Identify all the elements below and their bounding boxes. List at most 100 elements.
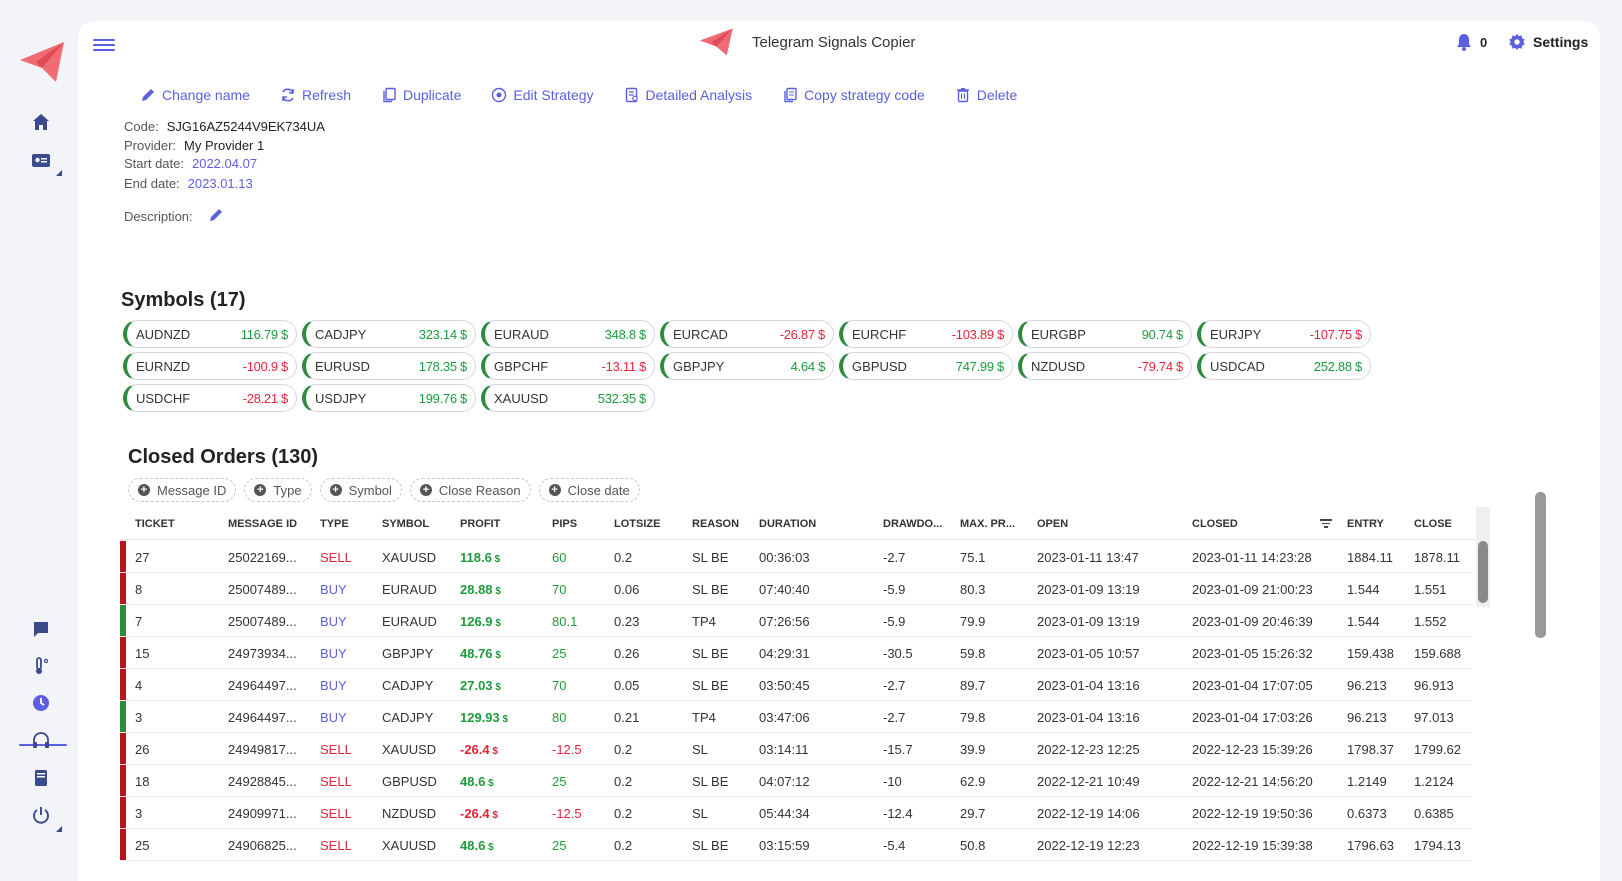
- column-header[interactable]: PROFIT: [460, 518, 501, 530]
- cell-profit: 118.6 $: [460, 550, 500, 565]
- column-header[interactable]: PIPS: [552, 518, 578, 530]
- cell-mp: 62.9: [960, 774, 986, 789]
- symbol-chip[interactable]: EURCAD -26.87 $: [660, 320, 834, 348]
- column-header[interactable]: REASON: [692, 518, 740, 530]
- symbol-chip[interactable]: AUDNZD 116.79 $: [123, 320, 297, 348]
- edit-strategy-button[interactable]: Edit Strategy: [491, 87, 594, 103]
- description-row: Description:: [124, 207, 224, 224]
- column-header[interactable]: LOTSIZE: [614, 518, 661, 530]
- copy-strategy-code-button[interactable]: Copy strategy code: [782, 87, 925, 103]
- column-header[interactable]: TYPE: [320, 518, 349, 530]
- refresh-button[interactable]: Refresh: [280, 87, 351, 103]
- temperature-icon[interactable]: [30, 655, 52, 677]
- power-icon[interactable]: [30, 804, 52, 826]
- column-header[interactable]: DRAWDO...: [883, 518, 943, 530]
- cell-closed: 2022-12-19 19:50:36: [1192, 806, 1313, 821]
- contact-card-icon[interactable]: [30, 149, 52, 171]
- symbol-chip[interactable]: USDJPY 199.76 $: [302, 384, 476, 412]
- filter-chip[interactable]: + Type: [244, 478, 312, 502]
- duplicate-button[interactable]: Duplicate: [381, 87, 461, 103]
- cell-symbol: EURAUD: [382, 582, 437, 597]
- cell-ticket: 26: [135, 742, 150, 757]
- table-row[interactable]: 18 24928845... SELL GBPUSD 48.6 $25 0.2 SL BE 0…: [120, 765, 1472, 797]
- filter-label: Type: [273, 482, 302, 498]
- cell-mp: 59.8: [960, 646, 986, 661]
- table-row[interactable]: 3 24964497... BUY CADJPY 129.93 $80 0.21 TP4 03…: [120, 701, 1472, 733]
- cell-msg: 24928845...: [228, 774, 297, 789]
- profit-value: 118.6: [460, 550, 492, 565]
- filter-chip[interactable]: + Message ID: [128, 478, 237, 502]
- result-indicator: [120, 733, 126, 764]
- clock-icon[interactable]: [30, 692, 52, 714]
- symbol-chip[interactable]: GBPCHF -13.11 $: [481, 352, 655, 380]
- symbol-chip[interactable]: USDCHF -28.21 $: [123, 384, 297, 412]
- cell-close: 97.013: [1414, 710, 1454, 725]
- filter-chip[interactable]: + Close Reason: [409, 478, 531, 502]
- symbol-chip[interactable]: GBPJPY 4.64 $: [660, 352, 834, 380]
- notifications-button[interactable]: 0: [1456, 33, 1487, 51]
- symbol-chip[interactable]: NZDUSD -79.74 $: [1018, 352, 1192, 380]
- telegram-logo-icon[interactable]: [18, 40, 68, 84]
- end-date[interactable]: 2023.01.13: [187, 176, 253, 191]
- column-header[interactable]: MAX. PR...: [960, 518, 1016, 530]
- symbol-chip[interactable]: XAUUSD 532.35 $: [481, 384, 655, 412]
- page-scrollbar[interactable]: [1535, 492, 1546, 638]
- chat-icon[interactable]: [30, 618, 52, 640]
- cell-dd: -15.7: [883, 742, 913, 757]
- symbol-profit: -100.9 $: [242, 358, 289, 374]
- filter-chip[interactable]: + Close date: [538, 478, 640, 502]
- symbol-name: GBPUSD: [852, 358, 907, 374]
- delete-button[interactable]: Delete: [955, 87, 1017, 103]
- table-row[interactable]: 26 24949817... SELL XAUUSD -26.4 $ -12.5 0.2 SL…: [120, 733, 1472, 765]
- symbol-name: EURNZD: [136, 358, 191, 374]
- cell-profit: -26.4 $: [460, 806, 498, 821]
- settings-button[interactable]: Settings: [1508, 33, 1588, 51]
- cell-duration: 03:14:11: [759, 742, 809, 757]
- filter-chip[interactable]: + Symbol: [319, 478, 402, 502]
- menu-icon[interactable]: [93, 36, 115, 54]
- column-header[interactable]: TICKET: [135, 518, 175, 530]
- book-icon[interactable]: [30, 767, 52, 789]
- symbol-name: NZDUSD: [1031, 358, 1086, 374]
- table-scrollbar-thumb[interactable]: [1478, 541, 1488, 603]
- column-header[interactable]: SYMBOL: [382, 518, 430, 530]
- table-row[interactable]: 3 24909971... SELL NZDUSD -26.4 $ -12.5 0.2 SL 0…: [120, 797, 1472, 829]
- table-row[interactable]: 27 25022169... SELL XAUUSD 118.6 $60 0.2 SL BE…: [120, 541, 1472, 573]
- symbol-chip[interactable]: EURAUD 348.8 $: [481, 320, 655, 348]
- symbol-profit: 532.35 $: [597, 390, 647, 406]
- column-header[interactable]: CLOSED: [1192, 518, 1238, 530]
- column-header[interactable]: ENTRY: [1347, 518, 1384, 530]
- column-header[interactable]: DURATION: [759, 518, 817, 530]
- symbol-chip[interactable]: EURCHF -103.89 $: [839, 320, 1013, 348]
- cell-pips: 70: [552, 582, 567, 597]
- detailed-analysis-button[interactable]: Detailed Analysis: [624, 87, 752, 103]
- table-row[interactable]: 25 24906825... SELL XAUUSD 48.6 $25 0.2 SL BE 0…: [120, 829, 1472, 861]
- symbol-chip[interactable]: EURNZD -100.9 $: [123, 352, 297, 380]
- column-header[interactable]: CLOSE: [1414, 518, 1452, 530]
- column-filter-icon[interactable]: [1320, 517, 1332, 528]
- table-row[interactable]: 8 25007489... BUY EURAUD 28.88 $70 0.06 SL BE 0…: [120, 573, 1472, 605]
- table-row[interactable]: 7 25007489... BUY EURAUD 126.9 $80.1 0.23 TP4 0…: [120, 605, 1472, 637]
- symbol-chip[interactable]: EURGBP 90.74 $: [1018, 320, 1192, 348]
- cell-type: BUY: [320, 582, 347, 597]
- symbol-chip[interactable]: EURUSD 178.35 $: [302, 352, 476, 380]
- symbol-chip[interactable]: USDCAD 252.88 $: [1197, 352, 1371, 380]
- app-header: Telegram Signals Copier: [698, 27, 915, 57]
- cell-msg: 25022169...: [228, 550, 297, 565]
- edit-description-pencil-icon[interactable]: [208, 207, 224, 223]
- table-row[interactable]: 15 24973934... BUY GBPJPY 48.76 $25 0.26 SL BE…: [120, 637, 1472, 669]
- cell-msg: 24964497...: [228, 678, 297, 693]
- symbol-chip[interactable]: EURJPY -107.75 $: [1197, 320, 1371, 348]
- column-header[interactable]: MESSAGE ID: [228, 518, 298, 530]
- cell-mp: 39.9: [960, 742, 986, 757]
- start-date[interactable]: 2022.04.07: [191, 156, 258, 171]
- profit-value: 129.93: [460, 710, 500, 725]
- symbol-chip[interactable]: CADJPY 323.14 $: [302, 320, 476, 348]
- symbol-chip[interactable]: GBPUSD 747.99 $: [839, 352, 1013, 380]
- table-row[interactable]: 4 24964497... BUY CADJPY 27.03 $70 0.05 SL BE 0…: [120, 669, 1472, 701]
- home-icon[interactable]: [30, 111, 52, 133]
- symbol-name: EURUSD: [315, 358, 370, 374]
- column-header[interactable]: OPEN: [1037, 518, 1069, 530]
- headset-icon[interactable]: [30, 730, 52, 752]
- change-name-button[interactable]: Change name: [140, 87, 250, 103]
